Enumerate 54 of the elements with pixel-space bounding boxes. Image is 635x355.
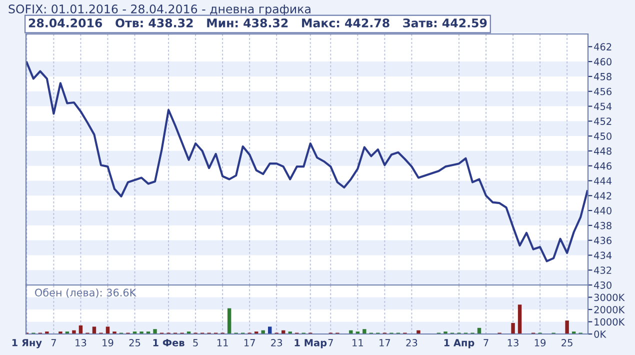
x-tick-label: 23	[271, 339, 282, 346]
y-tick-label: 0K	[594, 330, 606, 338]
y-tick-label: 458	[594, 72, 612, 80]
bar	[106, 326, 110, 334]
y-tick-label: 438	[594, 222, 612, 230]
y-tick-label: 440	[594, 206, 612, 214]
bar	[92, 326, 96, 334]
x-tick-label: 7	[328, 339, 333, 346]
y-tick-label: 432	[594, 266, 612, 274]
x-tick-label: 25	[562, 339, 572, 346]
y-tick-label: 460	[594, 58, 612, 66]
x-tick-label: 17	[380, 339, 390, 346]
x-tick-label: 5	[193, 339, 198, 346]
y-tick-label: 462	[594, 43, 612, 50]
y-tick-label: 442	[594, 192, 612, 200]
x-tick-label: 23	[406, 339, 418, 346]
chart-title: SOFIX: 01.01.2016 - 28.04.2016 - дневна графика	[8, 4, 310, 16]
bar	[227, 308, 232, 334]
bar	[268, 326, 272, 334]
annotation: Обен (лева): 36.6K	[35, 288, 136, 298]
y-tick-label: 450	[594, 132, 612, 140]
y-tick-label: 434	[594, 252, 612, 260]
y-tick-label: 448	[594, 147, 612, 155]
x-tick-label: 7	[51, 339, 56, 346]
chart-subtitle: 28.04.2016 Отв: 438.32 Мин: 438.32 Макс: 442.78 Затв: 442.59	[28, 18, 487, 28]
x-tick-label: 7	[484, 339, 488, 346]
bar	[518, 304, 522, 334]
bar	[565, 320, 569, 334]
y-tick-label: 430	[594, 281, 612, 289]
bar	[511, 322, 515, 334]
x-tick-label: 11	[352, 339, 363, 346]
y-tick-label: 446	[594, 162, 612, 170]
x-tick-label: 1 Мар	[294, 339, 327, 348]
line-series	[26, 61, 588, 262]
x-tick-label: 13	[76, 339, 86, 346]
y-tick-label: 444	[594, 177, 612, 184]
y-tick-label: 3000K	[594, 294, 625, 302]
x-tick-label: 13	[508, 339, 518, 346]
x-tick-label: 1 Яну	[12, 339, 42, 348]
y-tick-label: 452	[594, 118, 612, 125]
x-tick-label: 19	[102, 339, 114, 346]
x-tick-label: 25	[129, 339, 140, 346]
y-tick-label: 456	[594, 88, 612, 96]
x-tick-label: 1 Апр	[444, 339, 474, 348]
y-tick-label: 454	[594, 102, 612, 110]
x-tick-label: 1 Фев	[153, 339, 184, 346]
x-tick-label: 19	[534, 339, 546, 346]
y-tick-label: 436	[594, 236, 612, 244]
bar	[153, 329, 157, 334]
x-tick-label: 11	[217, 339, 228, 346]
y-tick-label: 1000K	[594, 318, 625, 326]
bar	[362, 329, 366, 334]
x-tick-label: 17	[244, 339, 255, 346]
y-tick-label: 2000K	[594, 306, 625, 314]
